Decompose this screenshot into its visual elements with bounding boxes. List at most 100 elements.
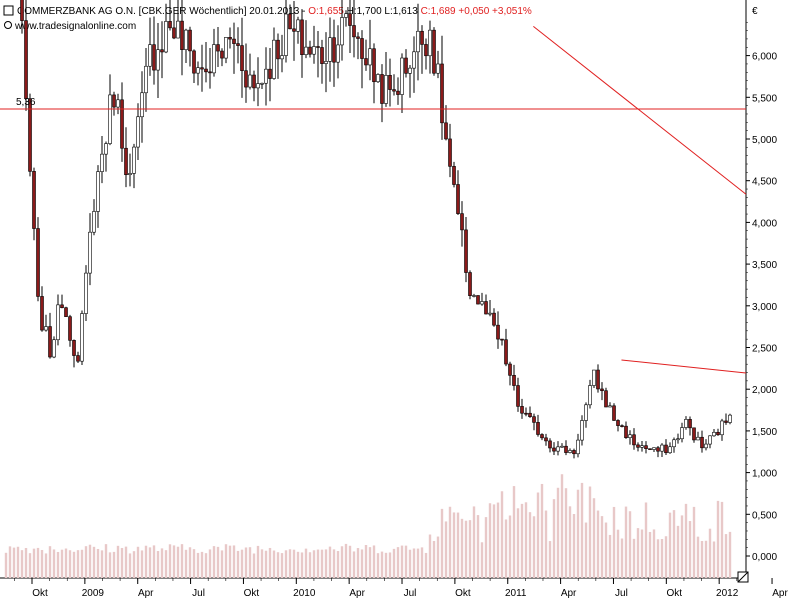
volume-bar xyxy=(4,552,8,578)
volume-bar xyxy=(612,506,616,578)
candle-body xyxy=(712,431,716,437)
volume-bar xyxy=(48,546,52,578)
volume-bar xyxy=(156,551,160,578)
candle-body xyxy=(252,74,256,89)
candle-body xyxy=(192,50,196,74)
candle-body xyxy=(484,301,488,315)
candle-body xyxy=(672,439,676,448)
y-tick-label: 3,500 xyxy=(752,260,777,271)
volume-bar xyxy=(440,508,444,578)
volume-bar xyxy=(224,544,228,578)
candle-body xyxy=(728,414,732,423)
candle-body xyxy=(340,17,344,46)
candle-body xyxy=(436,63,440,74)
candle-body xyxy=(68,316,72,341)
volume-bar xyxy=(164,550,168,578)
volume-bar xyxy=(424,552,428,578)
volume-bar xyxy=(88,544,92,578)
candle-body xyxy=(212,44,216,74)
y-tick-label: 2,000 xyxy=(752,385,777,396)
candle-body xyxy=(276,39,280,60)
volume-bar xyxy=(68,550,72,578)
volume-bar xyxy=(652,529,656,578)
candle-body xyxy=(620,425,624,427)
candle-body xyxy=(104,143,108,155)
copyright-icon xyxy=(4,21,12,29)
volume-bar xyxy=(368,547,372,578)
candle-body xyxy=(688,419,692,429)
candle-body xyxy=(84,272,88,314)
volume-bar xyxy=(728,531,732,578)
x-tick-label: Apr xyxy=(138,588,154,599)
volume-bar xyxy=(692,506,696,578)
volume-bar xyxy=(72,551,76,578)
candle-body xyxy=(332,37,336,63)
candle-body xyxy=(308,46,312,55)
volume-bar xyxy=(416,548,420,578)
candle-body xyxy=(204,68,208,73)
volume-bar xyxy=(148,547,152,578)
volume-bar xyxy=(552,499,556,578)
candle-body xyxy=(52,339,56,358)
candle-body xyxy=(472,295,476,297)
volume-bar xyxy=(160,548,164,578)
candle-body xyxy=(680,427,684,440)
candle-body xyxy=(316,46,320,48)
volume-bar xyxy=(392,548,396,578)
candle-body xyxy=(664,444,668,454)
candle-body xyxy=(488,312,492,315)
volume-bar xyxy=(388,552,392,578)
x-tick-label: 2010 xyxy=(293,588,316,599)
volume-bar xyxy=(628,511,632,578)
candle-body xyxy=(108,94,112,144)
volume-bar xyxy=(288,549,292,578)
volume-bar xyxy=(684,503,688,578)
volume-bar xyxy=(464,520,468,578)
x-tick-label: 2011 xyxy=(505,588,527,599)
volume-bar xyxy=(580,482,584,578)
candle-body xyxy=(72,340,76,356)
volume-bar xyxy=(448,506,452,578)
candle-body xyxy=(452,166,456,185)
candle-body xyxy=(560,445,564,448)
volume-bar xyxy=(480,542,484,578)
volume-bar xyxy=(348,545,352,578)
candle-body xyxy=(360,38,364,59)
volume-bar xyxy=(712,541,716,578)
candle-body xyxy=(328,37,332,62)
candle-body xyxy=(628,434,632,438)
volume-bar xyxy=(204,553,208,578)
candle-body xyxy=(272,39,276,79)
candle-body xyxy=(288,13,292,30)
volume-bar xyxy=(356,548,360,578)
candle-body xyxy=(184,29,188,50)
candle-body xyxy=(216,44,220,52)
chart-window-icon[interactable] xyxy=(3,5,14,16)
candle-body xyxy=(532,416,536,423)
volume-bar xyxy=(380,551,384,578)
y-axis: 6,000 5,500 5,000 4,500 4,000 3,500 3,000 2,500… xyxy=(746,21,777,563)
y-tick-label: 1,000 xyxy=(752,469,777,480)
volume-bar xyxy=(168,544,172,578)
candle-body xyxy=(456,184,460,214)
candle-body xyxy=(20,0,24,21)
volume-bar xyxy=(616,529,620,578)
candle-body xyxy=(508,363,512,376)
x-tick-label: 2012 xyxy=(716,588,739,599)
volume-bar xyxy=(316,549,320,578)
volume-bar xyxy=(520,503,524,578)
candle-body xyxy=(636,444,640,448)
candle-body xyxy=(616,420,620,426)
candle-body xyxy=(392,89,396,92)
candle-body xyxy=(540,434,544,439)
volume-bar xyxy=(704,540,708,578)
volume-bar xyxy=(468,520,472,578)
candle-body xyxy=(408,67,412,74)
volume-bar xyxy=(488,503,492,578)
volume-bar xyxy=(252,553,256,578)
candle-body xyxy=(296,19,300,32)
volume-bar xyxy=(24,547,28,578)
volume-bar xyxy=(672,510,676,578)
volume-bar xyxy=(560,474,564,578)
